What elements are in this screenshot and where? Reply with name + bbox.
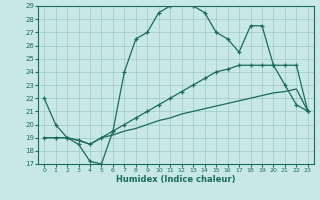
X-axis label: Humidex (Indice chaleur): Humidex (Indice chaleur) [116, 175, 236, 184]
